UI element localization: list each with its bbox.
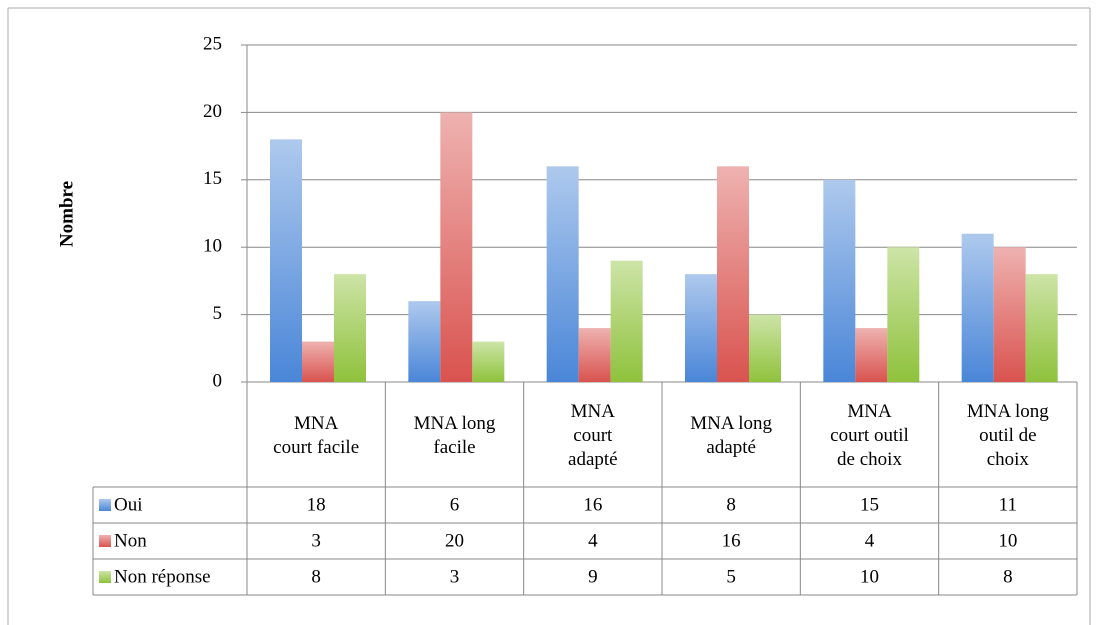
table-value: 9: [588, 566, 598, 587]
bar: [334, 274, 366, 382]
legend-label: Non: [114, 530, 147, 551]
x-tick-label: MNA long facile: [413, 412, 496, 458]
table-value: 8: [1003, 566, 1013, 587]
table-value: 4: [588, 530, 598, 551]
table-value: 16: [722, 530, 741, 551]
bar: [717, 166, 749, 382]
table-value: 11: [999, 494, 1017, 515]
y-tick-label: 10: [203, 236, 222, 257]
legend-key: [99, 571, 111, 583]
bar: [578, 328, 611, 382]
table-value: 16: [583, 494, 602, 515]
table-value: 18: [307, 494, 326, 515]
bar: [270, 139, 302, 382]
table-value: 4: [865, 530, 875, 551]
bar: [887, 247, 920, 382]
table-value: 10: [860, 566, 879, 587]
y-tick-label: 5: [213, 303, 223, 324]
x-tick-label: MNA court outil de choix: [830, 400, 909, 470]
table-value: 20: [445, 530, 464, 551]
table-value: 8: [726, 494, 736, 515]
table-value: 3: [450, 566, 460, 587]
bar: [610, 260, 643, 382]
x-tick-label: MNA court facile: [273, 412, 360, 458]
table-value: 5: [726, 566, 736, 587]
bar: [855, 328, 888, 382]
table-value: 3: [311, 530, 321, 551]
bar: [440, 112, 473, 383]
table-value: 10: [998, 530, 1017, 551]
x-tick-label: MNA long adapté: [690, 412, 773, 458]
y-tick-label: 25: [203, 33, 222, 54]
y-tick-label: 0: [213, 370, 223, 391]
bar: [408, 301, 441, 382]
bar: [472, 341, 505, 382]
legend-label: Oui: [114, 494, 143, 515]
bar: [302, 341, 334, 382]
legend-key: [99, 535, 111, 547]
bar: [685, 274, 717, 382]
y-axis-title: Nombre: [56, 181, 77, 247]
table-value: 6: [450, 494, 460, 515]
bar: [749, 314, 781, 382]
bar: [993, 247, 1026, 382]
bar: [546, 166, 579, 382]
table-value: 15: [860, 494, 879, 515]
y-tick-label: 15: [203, 168, 222, 189]
x-tick-label: MNA court adapté: [568, 400, 618, 470]
bar: [823, 179, 856, 382]
x-tick-label: MNA long outil de choix: [966, 400, 1049, 470]
legend-label: Non réponse: [114, 566, 211, 587]
bar: [961, 233, 994, 382]
table-value: 8: [311, 566, 321, 587]
bar: [1025, 274, 1058, 382]
y-tick-label: 20: [203, 101, 222, 122]
legend-key: [99, 499, 111, 511]
